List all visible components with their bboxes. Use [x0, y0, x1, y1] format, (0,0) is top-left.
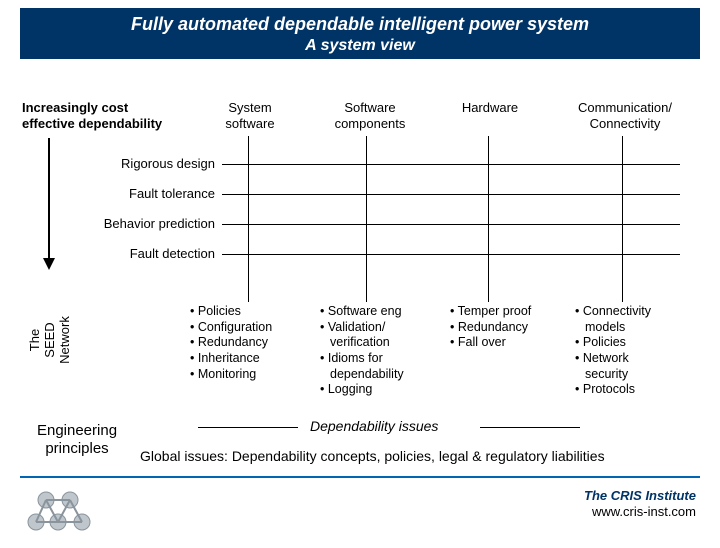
bullet-item: Network — [575, 351, 700, 367]
bullet-item: Policies — [190, 304, 315, 320]
bullet-item: security — [575, 367, 700, 383]
global-issues-text: Global issues: Dependability concepts, p… — [140, 448, 605, 464]
bullet-item: Inheritance — [190, 351, 315, 367]
col-head-hardware: Hardware — [450, 100, 530, 116]
bullet-item: verification — [320, 335, 445, 351]
main-title: Fully automated dependable intelligent p… — [20, 14, 700, 35]
bullet-item: Idioms for — [320, 351, 445, 367]
grid-hline — [222, 254, 680, 255]
grid-vline — [488, 136, 489, 302]
bullet-item: Protocols — [575, 382, 700, 398]
cell-software-components: Software engValidation/verificationIdiom… — [320, 304, 445, 398]
bullet-item: Redundancy — [190, 335, 315, 351]
cell-system-software: PoliciesConfigurationRedundancyInheritan… — [190, 304, 315, 382]
arrow-down-icon — [48, 138, 50, 268]
bullet-item: Fall over — [450, 335, 575, 351]
grid-hline — [222, 164, 680, 165]
footer: The CRIS Institute www.cris-inst.com — [584, 488, 696, 521]
title-banner: Fully automated dependable intelligent p… — [20, 8, 700, 59]
footer-institute: The CRIS Institute — [584, 488, 696, 504]
bullet-item: Connectivity — [575, 304, 700, 320]
bullet-item: Configuration — [190, 320, 315, 336]
left-heading: Increasingly cost effective dependabilit… — [22, 100, 172, 133]
grid-vline — [248, 136, 249, 302]
bullet-item: dependability — [320, 367, 445, 383]
grid-hline — [222, 224, 680, 225]
bullet-item: Monitoring — [190, 367, 315, 383]
footer-url: www.cris-inst.com — [584, 504, 696, 520]
col-head-system-software: Systemsoftware — [210, 100, 290, 131]
bullet-item: Redundancy — [450, 320, 575, 336]
left-heading-l2: effective dependability — [22, 116, 162, 131]
sub-title: A system view — [20, 37, 700, 55]
grid-vline — [622, 136, 623, 302]
left-heading-l1: Increasingly cost — [22, 100, 128, 115]
bullet-item: Software eng — [320, 304, 445, 320]
bullet-item: Validation/ — [320, 320, 445, 336]
engineering-principles: Engineering principles — [22, 422, 132, 458]
col-head-software-components: Softwarecomponents — [320, 100, 420, 131]
grid-vline — [366, 136, 367, 302]
network-logo-icon — [24, 486, 102, 541]
row-fault-detection: Fault detection — [60, 246, 215, 261]
dep-divider — [480, 427, 580, 428]
col-head-communication: Communication/Connectivity — [560, 100, 690, 131]
seed-network-label: The SEED Network — [28, 310, 73, 370]
grid-hline — [222, 194, 680, 195]
dependability-issues-label: Dependability issues — [310, 418, 438, 434]
row-rigorous-design: Rigorous design — [60, 156, 215, 171]
row-behavior-prediction: Behavior prediction — [60, 216, 215, 231]
row-fault-tolerance: Fault tolerance — [60, 186, 215, 201]
cell-hardware: Temper proofRedundancyFall over — [450, 304, 575, 351]
bullet-item: models — [575, 320, 700, 336]
bullet-item: Logging — [320, 382, 445, 398]
dep-divider — [198, 427, 298, 428]
cell-communication: ConnectivitymodelsPoliciesNetworksecurit… — [575, 304, 700, 398]
bullet-item: Policies — [575, 335, 700, 351]
bullet-item: Temper proof — [450, 304, 575, 320]
footer-divider — [20, 476, 700, 478]
